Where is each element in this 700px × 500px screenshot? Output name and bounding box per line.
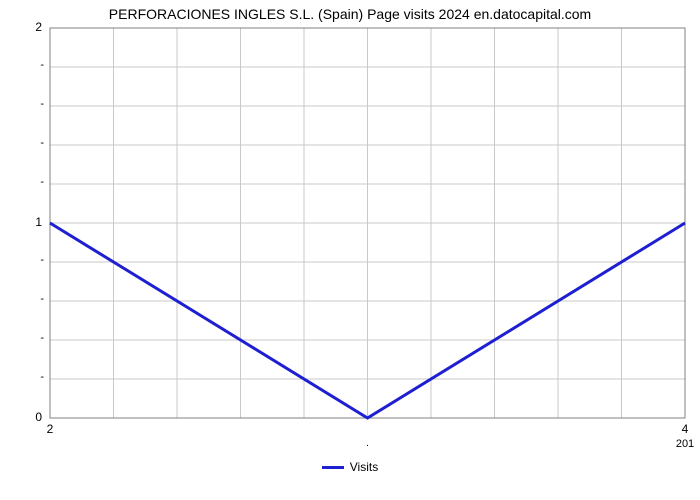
- y-minor-dash: -: [32, 293, 44, 305]
- legend-swatch: [322, 466, 344, 469]
- y-minor-dash: -: [32, 254, 44, 266]
- y-minor-dash: -: [32, 371, 44, 383]
- x-tick-label: 4: [682, 422, 689, 436]
- x-tick-label: 2: [47, 422, 54, 436]
- chart-container: PERFORACIONES INGLES S.L. (Spain) Page v…: [0, 0, 700, 500]
- chart-title: PERFORACIONES INGLES S.L. (Spain) Page v…: [0, 6, 700, 22]
- x-sublabel: 201: [676, 438, 694, 450]
- y-minor-dash: -: [32, 332, 44, 344]
- y-minor-dash: -: [32, 98, 44, 110]
- plot-area: [50, 28, 685, 418]
- plot-svg: [50, 28, 685, 418]
- y-tick-label: 2: [20, 20, 42, 34]
- x-mid-dot: .: [366, 438, 369, 449]
- y-minor-dash: -: [32, 59, 44, 71]
- legend-label: Visits: [350, 460, 378, 474]
- legend: Visits: [0, 460, 700, 474]
- y-tick-label: 1: [20, 215, 42, 229]
- y-minor-dash: -: [32, 176, 44, 188]
- y-minor-dash: -: [32, 137, 44, 149]
- y-tick-label: 0: [20, 410, 42, 424]
